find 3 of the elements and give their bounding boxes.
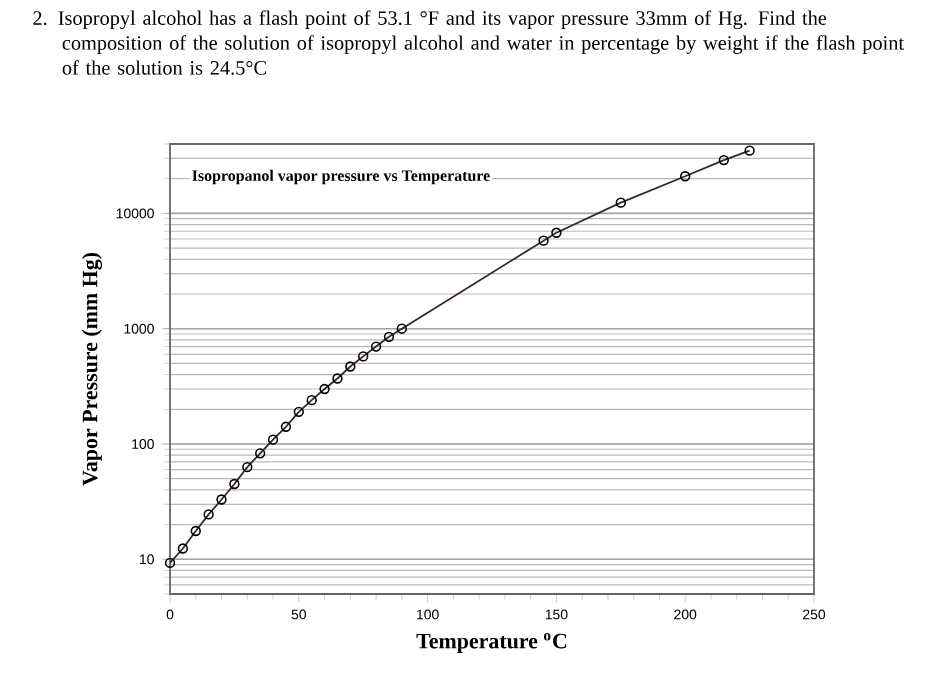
x-axis-title: Temperature $^{o}$C <box>416 633 567 653</box>
y-axis-title: Vapor Pressure (mm Hg) <box>81 252 103 486</box>
text: 2. Isopropyl alcohol has a flash point of 53.1 °F and its vapor pressure 33mm of Hg. Find the composition of the solution of isopropyl alcohol and water in percentage by weight if the flash point of the solution is 24.5°C <box>33 10 904 75</box>
